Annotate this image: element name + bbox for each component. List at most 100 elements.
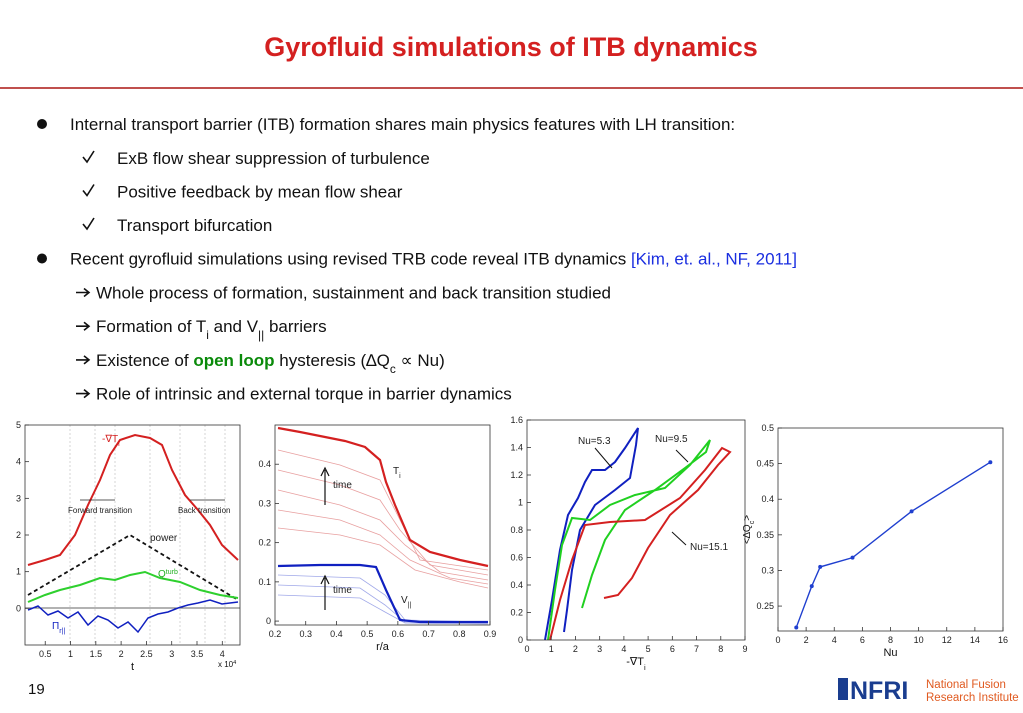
data-point (809, 584, 814, 589)
check-text: Transport bifurcation (117, 216, 272, 235)
text-part: r/a (376, 641, 390, 653)
y-tick-label: 0.8 (510, 525, 523, 535)
text-part: -∇T (102, 434, 118, 445)
text-part: <∆Q (742, 524, 753, 544)
x-tick-label: 14 (970, 635, 980, 645)
check-text: ExB flow shear suppression of turbulence (117, 149, 430, 168)
x-tick-label: 3 (597, 644, 602, 654)
annotation: Nu=15.1 (690, 542, 729, 553)
text-part: T (393, 466, 399, 477)
x-tick-label: 2.5 (140, 649, 153, 659)
logo-mark: NFRI (850, 677, 908, 705)
x-tick-label: 16 (998, 635, 1008, 645)
data-point (909, 509, 914, 514)
y-tick-label: 0.4 (258, 459, 271, 469)
text-part: Role of intrinsic and external torque in… (96, 385, 512, 404)
bullet-dot (37, 119, 47, 129)
annotation: Nu=5.3 (578, 436, 611, 447)
plot-frame (777, 427, 1004, 632)
x-tick-label: 3 (169, 649, 174, 659)
y-tick-label: 5 (16, 420, 21, 430)
y-tick-label: 0.1 (258, 577, 271, 587)
text-part: [Kim, et. al., NF, 2011] (631, 250, 797, 269)
series-line (795, 461, 991, 628)
text-part: Recent gyrofluid simulations using revis… (70, 250, 631, 269)
x-tick-label: 5 (646, 644, 651, 654)
annotation: -∇Ti (102, 434, 120, 448)
x-tick-label: 1 (549, 644, 554, 654)
x-tick-label: 8 (888, 635, 893, 645)
text-part: time (333, 480, 352, 491)
x-axis-label: Nu (883, 647, 897, 659)
arrow-icon (76, 287, 91, 298)
text-part: Formation of T (96, 317, 206, 336)
annotation: V|| (401, 595, 411, 609)
arrow-text: Whole process of formation, sustainment … (96, 284, 611, 303)
y-tick-label: 0.3 (258, 498, 271, 508)
y-tick-label: 0.5 (761, 423, 774, 433)
y-tick-label: 1 (16, 567, 21, 577)
text-part: hysteresis (∆Q (275, 351, 390, 370)
check-icon (82, 217, 95, 231)
annotation: power (150, 533, 178, 544)
text-part: Nu=5.3 (578, 436, 611, 447)
y-tick-label: 3 (16, 493, 21, 503)
text-part: -∇T (626, 656, 644, 668)
x-tick-label: 2 (119, 649, 124, 659)
x-tick-label: 1 (68, 649, 73, 659)
x-tick-label: 0.5 (361, 629, 374, 639)
y-tick-label: 0.35 (756, 530, 774, 540)
text-part: || (258, 328, 264, 342)
annotation: Nu=9.5 (655, 434, 688, 445)
y-tick-label: 0 (16, 603, 21, 613)
x-tick-label: 2 (804, 635, 809, 645)
y-tick-label: 0.25 (756, 601, 774, 611)
check-icon (82, 150, 95, 164)
arrow-icon (76, 321, 91, 331)
x-tick-label: 10 (914, 635, 924, 645)
annotation: Back transition (178, 506, 230, 515)
text-part: turb (166, 569, 178, 576)
bullet-text: Recent gyrofluid simulations using revis… (70, 250, 797, 269)
y-axis-label: <∆Qc> (742, 515, 756, 544)
text-part: x 10 (218, 660, 234, 669)
text-part: time (333, 585, 352, 596)
logo-text: Research Institute (926, 692, 1019, 704)
x-tick-label: 6 (860, 635, 865, 645)
plot3-curves (544, 427, 732, 641)
text-part: i (206, 328, 209, 342)
y-tick-label: 0 (266, 616, 271, 626)
text-part: i (399, 473, 401, 480)
text-part: barriers (264, 317, 326, 336)
text-part: V (401, 595, 408, 606)
logo-icon (838, 678, 848, 700)
data-point (794, 625, 799, 630)
x-tick-label: 12 (942, 635, 952, 645)
y-tick-label: 0.6 (510, 553, 523, 563)
arrow-icon (76, 388, 91, 399)
text-part: Existence of (96, 351, 193, 370)
x-axis-label: -∇Ti (626, 656, 646, 672)
annotation: time (333, 480, 352, 491)
x-tick-label: 9 (742, 644, 747, 654)
x-tick-label: 0.5 (39, 649, 52, 659)
x-tick-label: 2 (573, 644, 578, 654)
text-part: Forward transition (68, 506, 132, 515)
x-tick-label: 3.5 (191, 649, 204, 659)
text-part: Nu=15.1 (690, 542, 729, 553)
y-tick-label: 0.45 (756, 459, 774, 469)
y-tick-label: 2 (16, 530, 21, 540)
x-axis-label: r/a (376, 641, 390, 653)
annotation: Πr|| (52, 621, 65, 635)
x-tick-label: 0.7 (422, 629, 435, 639)
check-text: Positive feedback by mean flow shear (117, 183, 403, 202)
text-part: || (408, 602, 412, 609)
y-tick-label: 1.4 (510, 443, 523, 453)
text-part: i (644, 663, 646, 672)
x-tick-label: 0 (524, 644, 529, 654)
logo-text: National Fusion (926, 679, 1006, 691)
data-point (818, 564, 823, 569)
text-part: Q (158, 569, 166, 580)
y-tick-label: 0.2 (510, 608, 523, 618)
x-tick-label: 0 (775, 635, 780, 645)
